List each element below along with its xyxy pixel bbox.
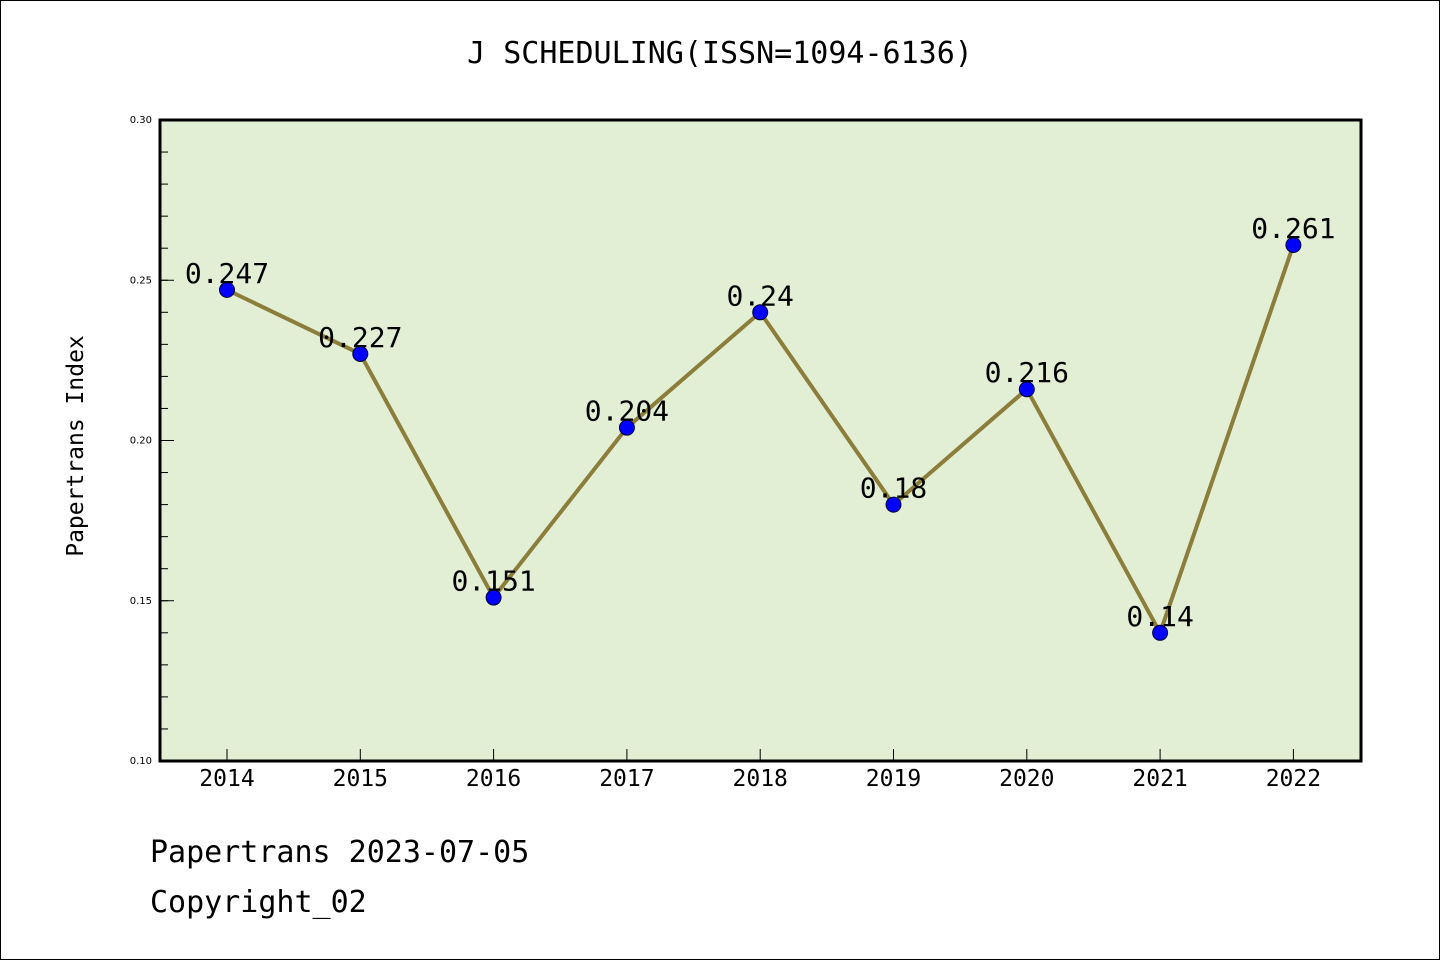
x-tick-label: 2022 xyxy=(1266,766,1321,792)
x-tick-label: 2018 xyxy=(733,766,788,792)
y-tick-label: 0.30 xyxy=(130,115,152,126)
x-tick-label: 2016 xyxy=(466,766,521,792)
x-tick-label: 2019 xyxy=(866,766,921,792)
data-label-2022: 0.261 xyxy=(1251,212,1335,245)
data-point-2018 xyxy=(752,304,769,321)
x-tick-label: 2021 xyxy=(1132,766,1187,792)
data-point-2015 xyxy=(352,345,369,362)
data-label-2021: 0.14 xyxy=(1126,600,1193,633)
x-tick-label: 2014 xyxy=(199,766,254,792)
data-label-2017: 0.204 xyxy=(585,395,669,428)
x-axis: 2014 2015 2016 2017 2018 2019 2020 2021 2022 xyxy=(199,749,1321,792)
data-label-2016: 0.151 xyxy=(451,565,535,598)
data-label-2018: 0.24 xyxy=(726,279,793,312)
data-point-2019 xyxy=(885,496,902,513)
data-label-2014: 0.247 xyxy=(185,257,269,290)
data-points xyxy=(219,236,1302,641)
y-tick-label: 0.10 xyxy=(130,756,152,767)
footer-date: Papertrans 2023-07-05 xyxy=(150,835,530,870)
data-label-2019: 0.18 xyxy=(860,472,927,505)
data-label-2020: 0.216 xyxy=(985,356,1069,389)
data-point-2017 xyxy=(618,419,635,436)
y-tick-label: 0.20 xyxy=(130,436,152,447)
data-point-2016 xyxy=(485,589,502,606)
data-labels: 0.247 0.227 0.151 0.204 0.24 0.18 0.216 0.14 0.2… xyxy=(185,212,1336,633)
y-tick-label: 0.25 xyxy=(130,275,152,286)
y-tick-label: 0.15 xyxy=(130,596,152,607)
data-point-2022 xyxy=(1285,236,1302,253)
y-axis: 0.10 0.15 0.20 0.25 0.30 xyxy=(130,115,174,767)
data-point-2021 xyxy=(1152,624,1169,641)
data-point-2020 xyxy=(1018,381,1035,398)
data-label-2015: 0.227 xyxy=(318,321,402,354)
data-point-2014 xyxy=(219,281,235,298)
x-tick-label: 2017 xyxy=(599,766,654,792)
footer-copyright: Copyright_02 xyxy=(150,885,367,920)
chart-title: J SCHEDULING(ISSN=1094-6136) xyxy=(467,36,973,71)
x-tick-label: 2015 xyxy=(333,766,388,792)
plot-area xyxy=(158,118,1363,763)
x-tick-label: 2020 xyxy=(999,766,1054,792)
